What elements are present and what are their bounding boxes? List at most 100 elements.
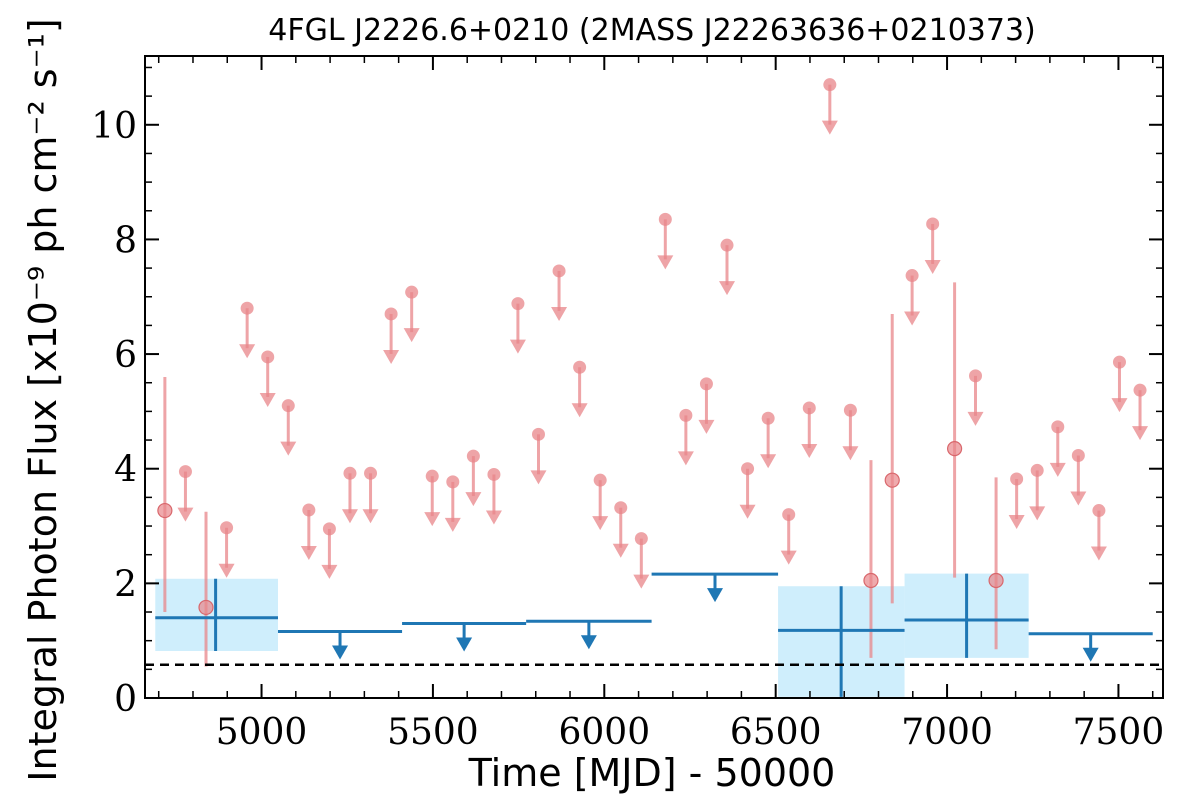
short-bin-detection-point [884,472,900,488]
short-bin-upper-limit-marker [343,466,357,480]
short-bin-upper-limit-arrowhead [719,281,736,296]
short-bin-upper-limit-marker [782,508,796,522]
short-bin-upper-limit-marker [1051,420,1065,434]
short-bin-upper-limit-marker [679,408,693,422]
short-bin-upper-limit-marker [1030,463,1044,477]
short-bin-upper-limit-arrowhead [633,574,650,589]
short-bin-upper-limit-marker [573,360,587,374]
short-bin-upper-limit-arrowhead [509,339,526,354]
short-bin-upper-limit-marker [969,369,983,383]
short-bin-upper-limit-marker [823,78,837,92]
long-bin-upper-limit-arrowhead [580,635,597,650]
short-bin-upper-limit-arrowhead [698,419,715,434]
short-bin-upper-limit-marker [699,377,713,391]
long-bin-upper-limit-arrowhead [707,588,724,603]
short-bin-upper-limit-marker [761,411,775,425]
short-bin-upper-limit-marker [261,350,275,364]
long-bin-upper-limit-arrowhead [456,637,473,652]
short-bin-upper-limit-arrowhead [677,451,694,466]
short-bin-upper-limit-marker [531,427,545,441]
short-bin-upper-limit-arrowhead [383,349,400,364]
long-bin-upper-limit-arrowhead [1082,647,1099,662]
x-tick-label: 5500 [387,712,479,753]
short-bin-upper-limit-marker [466,449,480,463]
short-bin-upper-limit-marker [552,264,566,278]
x-tick-label: 5000 [216,712,308,753]
short-bin-upper-limit-marker [487,467,501,481]
short-bin-upper-limit-marker [614,501,628,515]
y-tick-label: 8 [114,220,137,261]
short-bin-upper-limit-marker [926,217,940,231]
x-tick-label: 6500 [730,712,822,753]
short-bin-upper-limit-marker [1071,449,1085,463]
short-bin-upper-limit-arrowhead [177,507,194,522]
short-bin-upper-limit-marker [843,403,857,417]
short-bin-upper-limit-arrowhead [485,510,502,525]
short-bin-upper-limit-arrowhead [1090,546,1107,561]
short-bin-upper-limit-arrowhead [444,517,461,532]
x-tick-label: 7500 [1073,712,1165,753]
short-bin-upper-limit-arrowhead [801,443,818,458]
short-bin-upper-limit-arrowhead [530,470,547,485]
short-bin-upper-limit-marker [281,399,295,413]
short-bin-upper-limit-marker [322,522,336,536]
short-bin-upper-limit-marker [905,269,919,283]
short-bin-upper-limit-arrowhead [300,545,317,560]
short-bin-upper-limit-marker [720,238,734,252]
plot-area: 5000 5500 6000 6500 7000 7500 0 2 4 6 8 10 [91,55,1165,753]
x-tick-label: 7000 [901,712,993,753]
short-bin-upper-limit-marker [741,462,755,476]
short-bin-upper-limit-arrowhead [780,550,797,565]
short-bin-upper-limit-arrowhead [362,509,379,524]
short-bin-upper-limit-marker [1112,355,1126,369]
short-bin-detection-point [863,572,879,589]
short-bin-upper-limit-marker [593,473,607,487]
short-bin-upper-limit-arrowhead [760,454,777,469]
short-bin-upper-limit-arrowhead [967,411,984,426]
short-bin-upper-limit-marker [240,301,254,315]
short-bin-upper-limit-arrowhead [259,392,276,407]
plot-frame [144,55,1164,699]
short-bin-upper-limit-arrowhead [551,306,568,321]
y-tick-label: 6 [114,335,137,376]
y-tick-label: 2 [114,564,137,605]
y-tick-label: 10 [91,106,137,147]
short-bin-upper-limit-arrowhead [403,328,420,343]
short-bin-upper-limit-arrowhead [280,441,297,456]
short-bin-upper-limit-marker [425,469,439,483]
short-bin-upper-limit-marker [802,401,816,415]
short-bin-upper-limit-marker [220,521,234,535]
short-bin-upper-limit-marker [446,475,460,489]
long-bin-upper-limit-arrowhead [332,645,349,660]
short-bin-upper-limit-arrowhead [571,403,588,418]
short-bin-upper-limit-arrowhead [1111,398,1128,413]
short-bin-upper-limit-arrowhead [341,509,358,524]
short-bin-upper-limit-arrowhead [657,255,674,270]
short-bin-upper-limit-marker [364,466,378,480]
short-bin-upper-limit-marker [634,532,648,546]
short-bin-upper-limit-arrowhead [321,564,338,579]
short-bin-upper-limit-marker [405,285,419,299]
short-bin-upper-limit-arrowhead [1132,426,1149,441]
chart-title: 4FGL J2226.6+0210 (2MASS J22263636+02103… [268,13,1036,48]
y-tick-label: 0 [114,679,137,720]
short-bin-upper-limit-marker [178,465,192,479]
short-bin-upper-limit-arrowhead [612,543,629,558]
short-bin-upper-limit-arrowhead [465,492,482,507]
short-bin-upper-limit-arrowhead [1070,491,1087,506]
short-bin-upper-limit-marker [384,307,398,321]
y-axis-label: Integral Photon Flux [x10⁻⁹ ph cm⁻² s⁻¹] [21,18,65,781]
short-bin-upper-limit-marker [658,212,672,226]
short-bin-upper-limit-marker [1010,472,1024,486]
short-bin-upper-limit-arrowhead [924,259,941,274]
short-bin-upper-limit-arrowhead [739,504,756,519]
short-bin-detection-point [157,502,173,519]
y-tick-label: 4 [114,450,137,491]
short-bin-detection-point [947,441,963,457]
short-bin-upper-limit-arrowhead [592,516,609,531]
short-bin-detection-point [198,599,214,616]
short-bin-upper-limit-arrowhead [1029,506,1046,521]
short-bin-upper-limit-arrowhead [1049,462,1066,477]
short-bin-upper-limit-marker [302,503,316,517]
